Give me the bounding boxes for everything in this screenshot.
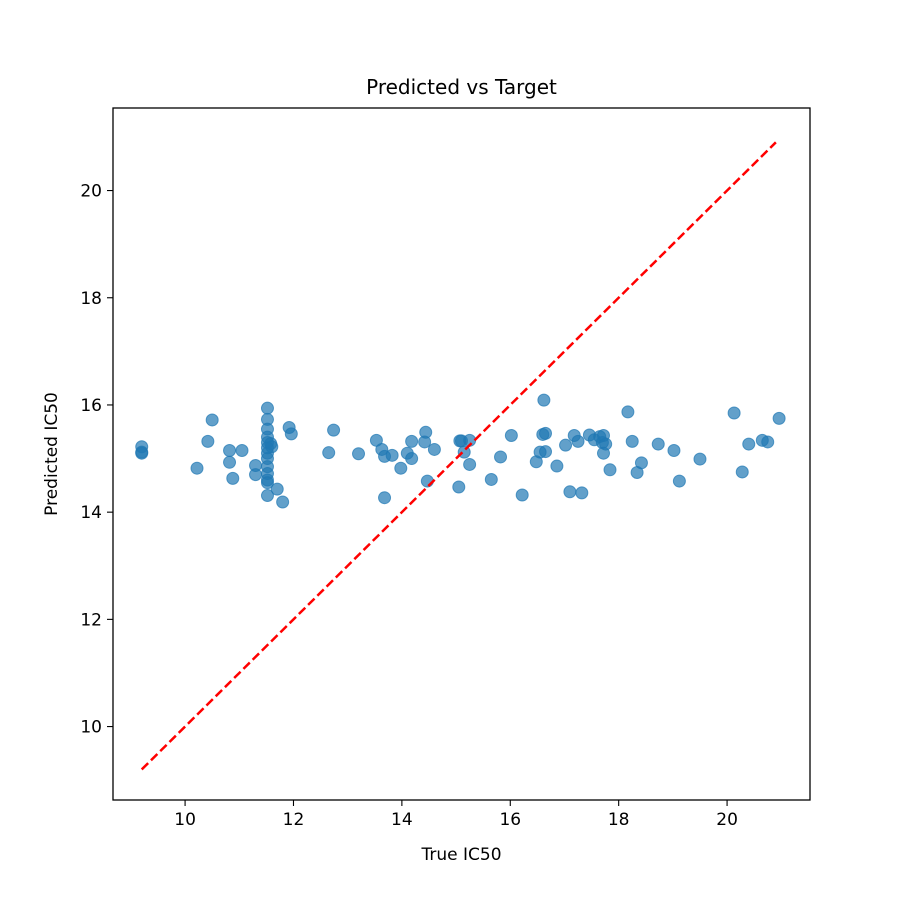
data-point	[322, 446, 336, 460]
data-point	[772, 411, 786, 425]
data-point	[571, 434, 585, 448]
data-point	[378, 491, 392, 505]
data-point	[463, 457, 477, 471]
data-point	[621, 405, 635, 419]
x-tick-label: 20	[716, 810, 738, 830]
data-point	[419, 425, 433, 439]
y-tick-label: 16	[80, 396, 102, 416]
y-tick-label: 12	[80, 610, 102, 630]
data-point	[550, 459, 564, 473]
data-point	[735, 465, 749, 479]
data-point	[761, 435, 775, 449]
data-point	[599, 437, 613, 451]
data-point	[260, 476, 274, 490]
data-point	[405, 434, 419, 448]
axes-frame	[112, 107, 811, 801]
data-point	[634, 456, 648, 470]
y-axis-label: Predicted IC50	[42, 392, 62, 516]
data-point	[563, 485, 577, 499]
data-point	[352, 447, 366, 461]
data-point	[504, 429, 518, 443]
data-point	[385, 448, 399, 462]
y-tick-label: 14	[80, 503, 102, 523]
data-point	[484, 472, 498, 486]
data-point	[223, 444, 237, 458]
reference-line	[140, 141, 777, 771]
data-point	[667, 444, 681, 458]
x-axis-ticks: 10 12 14 16 18 20	[174, 800, 738, 830]
data-point	[405, 452, 419, 466]
data-point	[223, 455, 237, 469]
data-point	[651, 437, 665, 451]
data-point	[515, 488, 529, 502]
data-point	[539, 445, 553, 459]
data-point	[265, 440, 279, 454]
y-tick-label: 18	[80, 289, 102, 309]
data-point	[205, 413, 219, 427]
data-point	[575, 486, 589, 500]
data-point	[190, 461, 204, 475]
data-point	[235, 444, 249, 458]
y-tick-label: 20	[80, 182, 102, 202]
data-point	[727, 406, 741, 420]
y-axis-ticks: 10 12 14 16 18 20	[80, 182, 113, 738]
data-point	[452, 480, 466, 494]
data-point	[270, 482, 284, 496]
x-tick-label: 12	[283, 810, 305, 830]
x-tick-label: 14	[391, 810, 413, 830]
data-point	[394, 461, 408, 475]
data-point	[260, 489, 274, 503]
data-point	[427, 442, 441, 456]
data-point	[742, 437, 756, 451]
data-point	[284, 427, 298, 441]
data-point	[135, 446, 149, 460]
data-point	[559, 438, 573, 452]
data-point	[603, 463, 617, 477]
plot-area	[135, 141, 786, 771]
data-point	[249, 468, 263, 482]
data-point	[226, 471, 240, 485]
data-point	[327, 423, 341, 437]
data-point	[276, 495, 290, 509]
x-tick-label: 18	[608, 810, 630, 830]
data-point	[260, 401, 274, 415]
x-tick-label: 16	[499, 810, 521, 830]
data-point	[672, 474, 686, 488]
data-point	[537, 393, 551, 407]
chart-title: Predicted vs Target	[366, 75, 557, 99]
data-point	[201, 434, 215, 448]
x-tick-label: 10	[174, 810, 196, 830]
data-point	[693, 452, 707, 466]
data-point	[539, 426, 553, 440]
x-axis-label: True IC50	[420, 845, 501, 865]
data-point	[494, 450, 508, 464]
data-point	[625, 434, 639, 448]
y-tick-label: 10	[80, 718, 102, 738]
